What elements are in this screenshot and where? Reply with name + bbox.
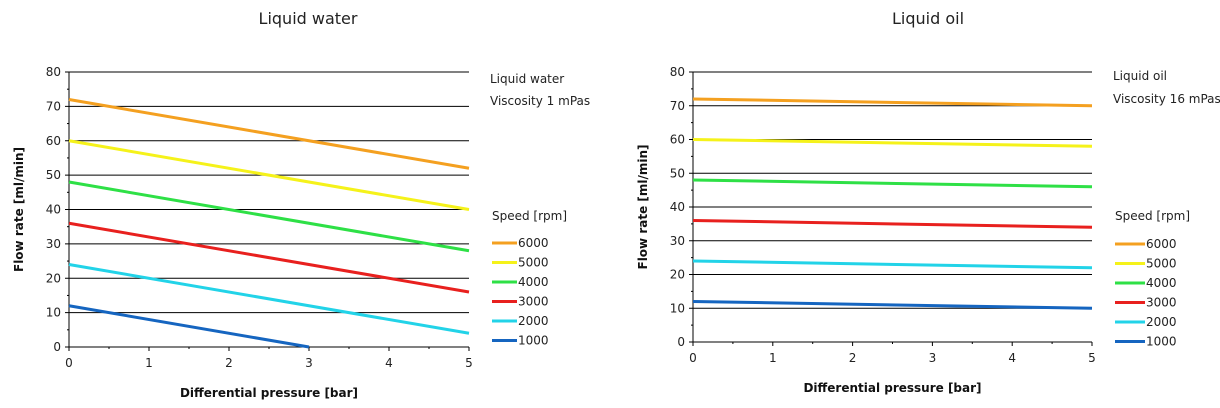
- x-tick-label: 5: [1088, 351, 1096, 365]
- series-line-3000: [692, 219, 1093, 229]
- y-tick-label: 60: [670, 133, 685, 147]
- viscosity-note: Viscosity 16 mPas: [1113, 92, 1220, 106]
- x-axis-label: Differential pressure [bar]: [180, 386, 358, 400]
- x-tick-label: 0: [689, 351, 697, 365]
- y-tick-label: 40: [46, 203, 61, 217]
- x-tick-label: 2: [225, 356, 233, 370]
- y-tick-label: 20: [670, 268, 685, 282]
- legend-title: Speed [rpm]: [1115, 209, 1190, 223]
- chart-title: Liquid water: [259, 9, 358, 28]
- series-line-3000: [68, 221, 470, 294]
- series-line-2000: [692, 259, 1093, 270]
- x-tick-label: 1: [145, 356, 153, 370]
- legend-label-2000: 2000: [1146, 315, 1177, 329]
- y-tick-label: 0: [677, 335, 685, 349]
- series-line-5000: [692, 138, 1093, 148]
- legend-label-1000: 1000: [1146, 335, 1177, 349]
- y-tick-label: 40: [670, 200, 685, 214]
- y-tick-label: 30: [670, 234, 685, 248]
- legend-label-4000: 4000: [1146, 276, 1177, 290]
- x-tick-label: 3: [929, 351, 937, 365]
- x-tick-label: 1: [769, 351, 777, 365]
- series-line-1000: [692, 300, 1093, 310]
- legend-label-2000: 2000: [518, 314, 549, 328]
- y-tick-label: 20: [46, 271, 61, 285]
- legend-label-1000: 1000: [518, 334, 549, 348]
- x-tick-label: 5: [465, 356, 473, 370]
- x-axis-label: Differential pressure [bar]: [803, 381, 981, 395]
- viscosity-note: Viscosity 1 mPas: [490, 94, 590, 108]
- legend-label-4000: 4000: [518, 275, 549, 289]
- y-tick-label: 60: [46, 134, 61, 148]
- y-axis-label: Flow rate [ml/min]: [12, 147, 26, 272]
- legend-title: Speed [rpm]: [492, 209, 567, 223]
- legend: Speed [rpm] 6000 5000 4000 3000 2000 1000: [1115, 209, 1190, 349]
- chart-title: Liquid oil: [892, 9, 964, 28]
- y-axis-label: Flow rate [ml/min]: [636, 144, 650, 269]
- series-line-6000: [692, 97, 1093, 108]
- liquid-note: Liquid water: [490, 72, 564, 86]
- legend: Speed [rpm] 6000 5000 4000 3000 2000 1000: [492, 209, 567, 348]
- y-tick-label: 70: [46, 99, 61, 113]
- legend-label-5000: 5000: [518, 256, 549, 270]
- liquid-note: Liquid oil: [1113, 69, 1167, 83]
- chart-panel-water: Liquid water 0 10 20 30 40 50 60 70 80 0 1 2 3 4 5 Diffe…: [12, 9, 590, 400]
- legend-label-3000: 3000: [518, 295, 549, 309]
- legend-label-6000: 6000: [518, 236, 549, 250]
- y-tick-label: 30: [46, 237, 61, 251]
- y-tick-label: 10: [46, 306, 61, 320]
- series-line-2000: [68, 263, 470, 335]
- series-line-4000: [692, 178, 1093, 189]
- y-tick-label: 50: [46, 168, 61, 182]
- x-tick-label: 4: [385, 356, 393, 370]
- y-tick-label: 0: [53, 340, 61, 354]
- y-tick-label: 10: [670, 301, 685, 315]
- chart-panel-oil: Liquid oil 0 10 20 30 40 50 60 70 80 0 1 2 3 4 5 Differe…: [636, 9, 1220, 395]
- x-tick-label: 0: [65, 356, 73, 370]
- y-tick-label: 80: [670, 65, 685, 79]
- x-tick-label: 2: [849, 351, 857, 365]
- legend-label-5000: 5000: [1146, 257, 1177, 271]
- legend-label-3000: 3000: [1146, 296, 1177, 310]
- series-line-4000: [68, 180, 470, 253]
- series-line-1000: [68, 304, 310, 349]
- y-tick-label: 70: [670, 99, 685, 113]
- y-tick-label: 80: [46, 65, 61, 79]
- y-tick-label: 50: [670, 166, 685, 180]
- series-line-6000: [68, 98, 470, 170]
- x-tick-label: 4: [1008, 351, 1016, 365]
- legend-label-6000: 6000: [1146, 237, 1177, 251]
- series-line-5000: [68, 139, 470, 211]
- x-tick-label: 3: [305, 356, 313, 370]
